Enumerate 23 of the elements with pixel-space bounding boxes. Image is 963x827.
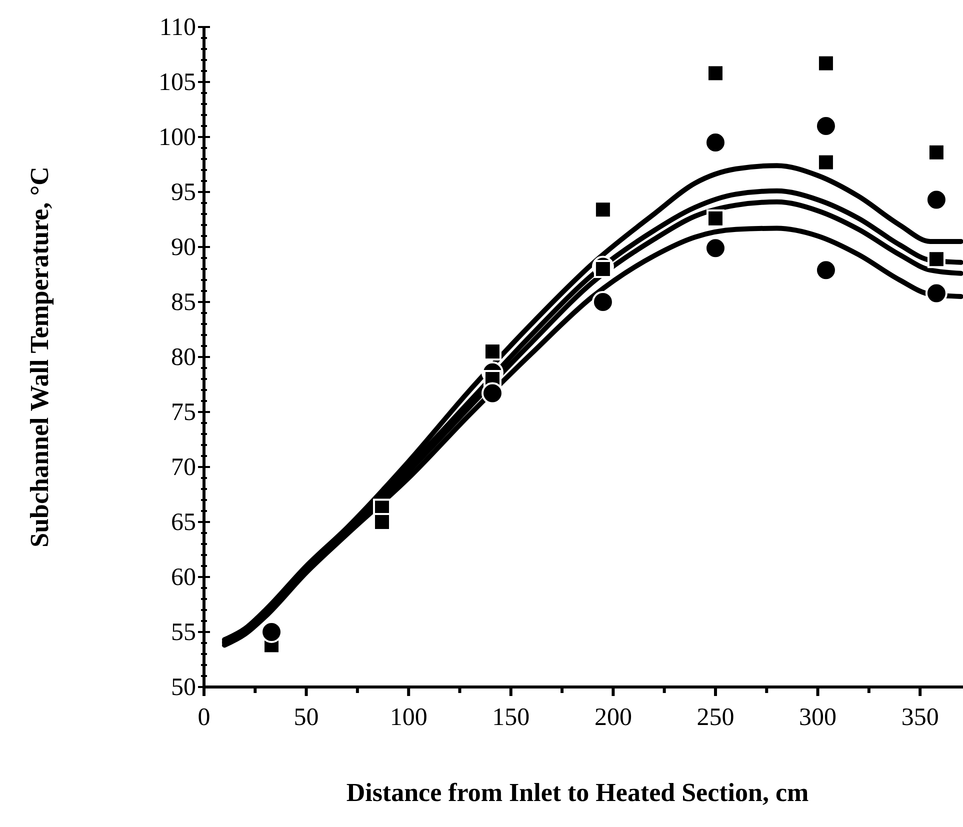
x-axis-title: Distance from Inlet to Heated Section, cm [346,778,810,807]
y-tick-label: 60 [171,564,196,591]
x-tick-label: 50 [294,704,319,731]
y-tick-label: 75 [171,399,196,426]
x-tick-label: 150 [492,704,530,731]
x-tick-label: 100 [390,704,428,731]
x-tick-label: 300 [799,704,837,731]
y-tick-label: 80 [171,344,196,371]
y-tick-label: 50 [171,674,196,701]
y-tick-label: 55 [171,619,196,646]
y-tick-label: 70 [171,454,196,481]
y-tick-label: 65 [171,509,196,536]
x-tick-label: 250 [696,704,734,731]
x-tick-label: 350 [901,704,939,731]
y-tick-label: 85 [171,289,196,316]
y-tick-label: 100 [158,124,196,151]
x-tick-label: 0 [198,704,210,731]
y-tick-label: 90 [171,234,196,261]
x-tick-label: 200 [594,704,632,731]
y-tick-label: 105 [158,69,196,96]
y-axis-title: Subchannel Wall Temperature, °C [25,166,54,548]
y-tick-label: 95 [171,179,196,206]
y-tick-label: 110 [159,14,196,41]
